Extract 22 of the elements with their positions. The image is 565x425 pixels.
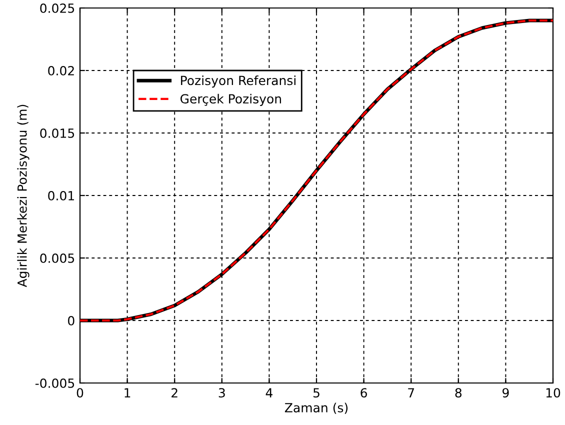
y-tick-label: 0.01	[48, 190, 74, 200]
x-tick-label: 9	[502, 388, 509, 398]
x-tick-label: 1	[124, 388, 130, 398]
y-tick-label: 0.005	[40, 253, 74, 263]
x-tick-label: 0	[76, 388, 84, 398]
x-tick-label: 10	[546, 388, 560, 398]
legend-label: Gerçek Pozisyon	[180, 94, 281, 106]
y-tick-label: 0	[68, 316, 74, 326]
x-tick-label: 3	[218, 388, 225, 398]
y-tick-label: -0.005	[35, 378, 74, 388]
y-axis-title: Agirlik Merkezi Pozisyonu (m)	[17, 104, 30, 288]
x-tick-label: 4	[266, 388, 272, 398]
y-tick-label: 0.015	[40, 128, 74, 138]
x-axis-title: Zaman (s)	[284, 402, 348, 414]
x-tick-label: 6	[360, 388, 367, 398]
y-tick-label: 0.025	[40, 3, 74, 13]
x-tick-label: 7	[408, 388, 414, 398]
x-tick-label: 8	[455, 388, 462, 398]
legend-label: Pozisyon Referansi	[181, 76, 296, 88]
x-tick-label: 5	[313, 388, 320, 398]
y-tick-label: 0.02	[48, 66, 74, 76]
x-tick-label: 2	[172, 388, 178, 398]
